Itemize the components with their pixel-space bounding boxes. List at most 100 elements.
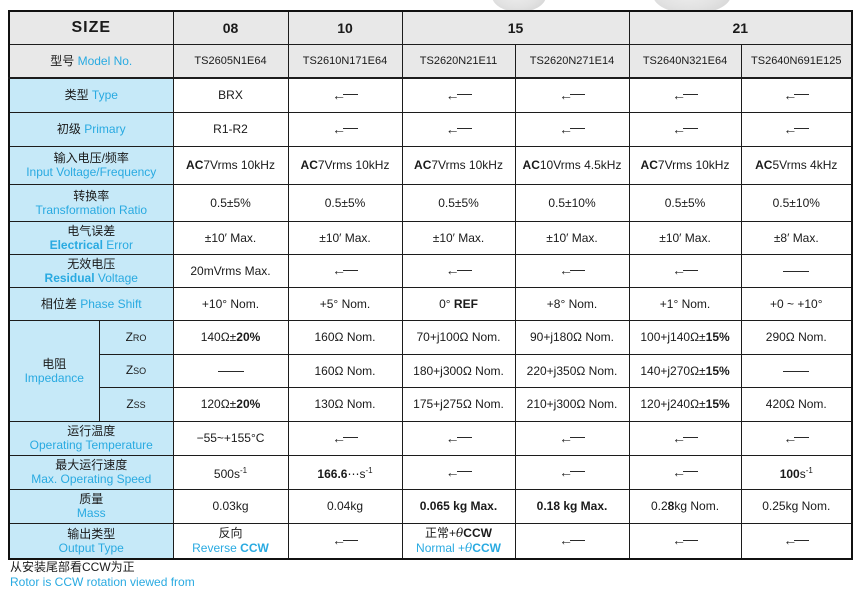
model-number-1: TS2610N171E64 [287,43,403,79]
cell-transformation-ratio-4: 0.5±5% [628,183,742,222]
size-col-header-08: 08 [172,10,289,45]
cell-impedance-zro-3: 90+j180Ω Nom. [514,319,630,355]
cell-impedance-zss-1: 130Ω Nom. [287,386,403,422]
spec-row-type: 类型 Type BRX ← ← ← ← ← [8,77,853,113]
cell-electrical-error-4: ±10′ Max. [628,220,742,255]
cell-mass-5: 0.25kg Nom. [740,488,853,524]
cell-impedance-zso-0 [172,353,289,388]
spec-row-electrical-error: 电气误差 Electrical Error ±10′ Max. ±10′ Max. ±1… [8,220,853,255]
same-as-left-arrow: ← [783,533,810,547]
same-as-left-arrow: ← [446,122,472,136]
cell-residual-voltage-1: ← [287,253,403,288]
same-as-left-arrow: ← [672,465,699,479]
spec-row-output-type: 输出类型 Output Type 反向 Reverse CCW ← 正常+θCCW Norm… [8,522,853,560]
cell-operating-temperature-0: −55~+155°C [172,420,289,456]
model-number-5: TS2640N691E125 [740,43,853,79]
cell-impedance-zss-5: 420Ω Nom. [740,386,853,422]
same-as-left-arrow: ← [332,431,358,445]
size-header-row: SIZE 08 10 15 21 [8,10,853,45]
cell-transformation-ratio-3: 0.5±10% [514,183,630,222]
row-label-input-voltage: 输入电压/频率 Input Voltage/Frequency [8,145,174,185]
cell-impedance-zro-5: 290Ω Nom. [740,319,853,355]
same-as-left-arrow: ← [783,431,810,445]
cell-operating-temperature-2: ← [401,420,516,456]
spec-row-transformation-ratio: 转换率 Transformation Ratio 0.5±5% 0.5±5% 0.5±5… [8,183,853,222]
spec-row-primary: 初级 Primary R1-R2 ← ← ← ← ← [8,111,853,147]
row-label-primary: 初级 Primary [8,111,174,147]
cell-input-voltage-4: AC7Vrms 10kHz [628,145,742,185]
same-as-left-arrow: ← [332,122,358,136]
same-as-left-arrow: ← [559,533,585,547]
cell-impedance-zso-1: 160Ω Nom. [287,353,403,388]
row-label-model: 型号 Model No. [8,43,174,79]
same-as-left-arrow: ← [332,533,358,547]
spec-row-phase-shift: 相位差 Phase Shift +10° Nom. +5° Nom. 0° REF +8… [8,286,853,321]
cell-phase-shift-0: +10° Nom. [172,286,289,321]
cell-impedance-zso-5 [740,353,853,388]
cell-residual-voltage-0: 20mVrms Max. [172,253,289,288]
cell-phase-shift-3: +8° Nom. [514,286,630,321]
cell-impedance-zro-1: 160Ω Nom. [287,319,403,355]
cell-max-operating-speed-3: ← [514,454,630,490]
cell-mass-4: 0.28kg Nom. [628,488,742,524]
cell-impedance-zss-3: 210+j300Ω Nom. [514,386,630,422]
same-as-left-arrow: ← [446,431,472,445]
row-label-type: 类型 Type [8,77,174,113]
row-sublabel-impedance-zso: ZSO [98,353,174,388]
cell-transformation-ratio-5: 0.5±10% [740,183,853,222]
cell-input-voltage-3: AC10Vrms 4.5kHz [514,145,630,185]
cell-output-type-5: ← [740,522,853,560]
row-label-transformation-ratio: 转换率 Transformation Ratio [8,183,174,222]
spec-row-input-voltage: 输入电压/频率 Input Voltage/Frequency AC7Vrms 10… [8,145,853,185]
cell-residual-voltage-3: ← [514,253,630,288]
cell-primary-5: ← [740,111,853,147]
footnote: 从安装尾部看CCW为正 Rotor is CCW rotation viewed… [10,560,195,590]
cell-max-operating-speed-1: 166.6⋯s-1 [287,454,403,490]
cell-input-voltage-1: AC7Vrms 10kHz [287,145,403,185]
cell-output-type-2: 正常+θCCW Normal +θCCW [401,522,516,560]
cell-impedance-zso-4: 140+j270Ω±15% [628,353,742,388]
not-applicable-dash [783,270,810,272]
footnote-zh: 从安装尾部看CCW为正 [10,560,135,574]
row-label-mass: 质量 Mass [8,488,174,524]
row-label-phase-shift: 相位差 Phase Shift [8,286,174,321]
cell-mass-2: 0.065 kg Max. [401,488,516,524]
spec-row-impedance-zro: 电阻 Impedance ZRO 140Ω±20% 160Ω Nom. 70+j100Ω … [8,319,853,422]
resolver-spec-table: SIZE 08 10 15 21 型号 Model No. TS2605N1E64 TS261… [8,10,854,560]
same-as-left-arrow: ← [332,88,358,102]
cell-phase-shift-2: 0° REF [401,286,516,321]
same-as-left-arrow: ← [446,263,472,277]
cell-phase-shift-5: +0 ~ +10° [740,286,853,321]
cell-impedance-zso-2: 180+j300Ω Nom. [401,353,516,388]
same-as-left-arrow: ← [672,533,699,547]
same-as-left-arrow: ← [446,88,472,102]
spec-row-max-operating-speed: 最大运行速度 Max. Operating Speed 500s-1 166.6⋯s-… [8,454,853,490]
size-col-header-10: 10 [287,10,403,45]
cell-type-2: ← [401,77,516,113]
cell-type-4: ← [628,77,742,113]
same-as-left-arrow: ← [672,263,699,277]
row-label-electrical-error: 电气误差 Electrical Error [8,220,174,255]
cell-primary-4: ← [628,111,742,147]
cell-electrical-error-5: ±8′ Max. [740,220,853,255]
same-as-left-arrow: ← [672,122,699,136]
cell-transformation-ratio-0: 0.5±5% [172,183,289,222]
spec-row-operating-temperature: 运行温度 Operating Temperature −55~+155°C ← ← ← ← ← [8,420,853,456]
cell-transformation-ratio-1: 0.5±5% [287,183,403,222]
cell-output-type-1: ← [287,522,403,560]
spec-row-impedance-zso: ZSO 160Ω Nom. 180+j300Ω Nom. 220+j350Ω Nom.… [9,353,853,388]
cell-mass-0: 0.03kg [172,488,289,524]
same-as-left-arrow: ← [559,465,585,479]
cell-transformation-ratio-2: 0.5±5% [401,183,516,222]
row-label-output-type: 输出类型 Output Type [8,522,174,560]
size-col-header-15: 15 [401,10,630,45]
row-label-residual-voltage: 无效电压 Residual Voltage [8,253,174,288]
cell-impedance-zss-4: 120+j240Ω±15% [628,386,742,422]
cell-type-3: ← [514,77,630,113]
same-as-left-arrow: ← [332,263,358,277]
cell-impedance-zro-0: 140Ω±20% [172,319,289,355]
cell-residual-voltage-4: ← [628,253,742,288]
cell-primary-1: ← [287,111,403,147]
cell-max-operating-speed-5: 100s-1 [740,454,853,490]
same-as-left-arrow: ← [559,263,585,277]
